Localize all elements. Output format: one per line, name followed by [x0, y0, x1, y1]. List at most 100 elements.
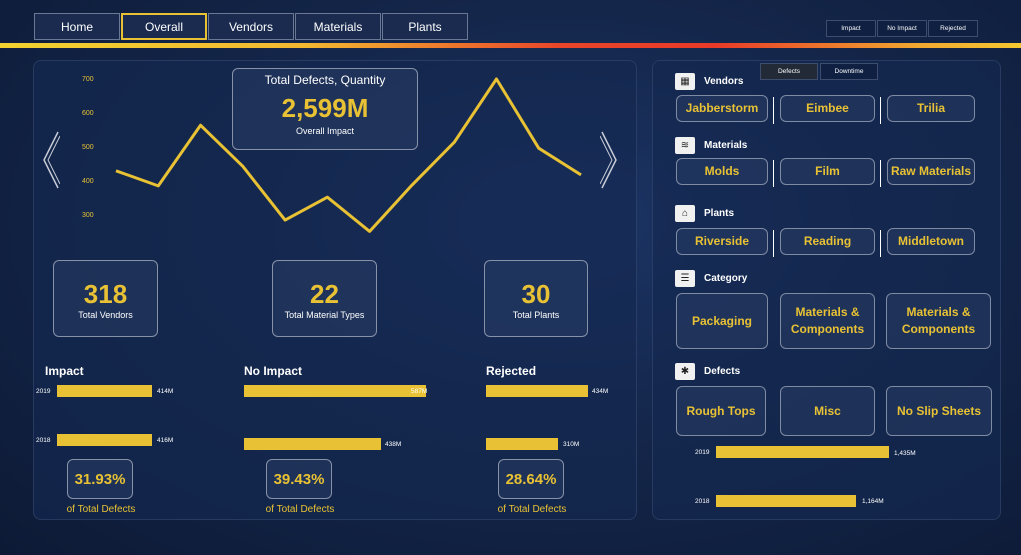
impact-percent-card: 31.93% [67, 459, 133, 499]
rejected-2018-bar [486, 438, 559, 450]
nav-vendors-button[interactable]: Vendors [208, 13, 294, 40]
total-defects-value: 2,599M [281, 93, 369, 123]
total-plants-label: Total Plants [512, 310, 560, 320]
materials-header: ≋ Materials [675, 137, 747, 154]
category-materials-components-button[interactable]: Materials & Components [780, 293, 875, 349]
next-arrow-icon[interactable] [600, 130, 620, 190]
impact-2018-bar [57, 434, 153, 446]
no-impact-2019-bar [244, 385, 426, 397]
defects-title: Defects [704, 366, 741, 377]
year-label: 2019 [695, 449, 710, 456]
no-impact-2018-value: 438M [385, 441, 402, 448]
total-defects-title: Total Defects, Quantity [264, 73, 386, 87]
vendors-header: ▦ Vendors [675, 73, 743, 90]
rejected-title: Rejected [486, 364, 537, 378]
defects-toggle-button[interactable]: Defects [760, 63, 818, 80]
category-list-icon: ☰ [675, 270, 695, 287]
separator [773, 97, 774, 124]
total-material-types-value: 22 [310, 279, 339, 309]
total-vendors-card: 318 Total Vendors [53, 260, 158, 337]
total-vendors-label: Total Vendors [78, 310, 133, 320]
total-2019-bar [716, 446, 889, 458]
no-impact-2018-bar [244, 438, 381, 450]
plants-header: ⌂ Plants [675, 205, 734, 222]
impact-title: Impact [45, 364, 84, 378]
rejected-percent-label: of Total Defects [497, 504, 567, 515]
defect-rough-tops-button[interactable]: Rough Tops [676, 386, 766, 436]
previous-arrow-icon[interactable] [40, 130, 60, 190]
category-header: ☰ Category [675, 270, 747, 287]
vendor-jabberstorm-button[interactable]: Jabberstorm [676, 95, 768, 122]
total-material-types-card: 22 Total Material Types [272, 260, 377, 337]
category-packaging-button[interactable]: Packaging [676, 293, 768, 349]
impact-2019-bar [57, 385, 153, 397]
year-label: 2018 [36, 437, 51, 444]
total-2018-bar [716, 495, 857, 507]
no-impact-title: No Impact [244, 364, 303, 378]
rejected-2018-value: 310M [563, 441, 580, 448]
vendors-title: Vendors [704, 76, 744, 87]
separator [880, 160, 881, 187]
total-vendors-value: 318 [83, 279, 128, 309]
nav-plants-button[interactable]: Plants [382, 13, 468, 40]
impact-percent-label: of Total Defects [66, 504, 136, 515]
category-title: Category [704, 273, 748, 284]
filter-no-impact-button[interactable]: No Impact [877, 20, 927, 37]
vendor-eimbee-button[interactable]: Eimbee [780, 95, 875, 122]
total-material-types-label: Total Material Types [284, 310, 365, 320]
no-impact-2019-value: 587M [411, 388, 428, 395]
no-impact-percent-card: 39.43% [266, 459, 332, 499]
rejected-2019-bar [486, 385, 588, 397]
plants-title: Plants [704, 208, 735, 219]
filter-impact-button[interactable]: Impact [826, 20, 876, 37]
separator [880, 97, 881, 124]
separator [773, 230, 774, 257]
year-label: 2018 [695, 498, 710, 505]
slicer-panel [652, 60, 1001, 520]
y-tick-label: 300 [82, 212, 94, 219]
nav-overall-button[interactable]: Overall [121, 13, 207, 40]
impact-2019-value: 414M [157, 388, 174, 395]
material-molds-button[interactable]: Molds [676, 158, 768, 185]
materials-icon: ≋ [675, 137, 695, 154]
vendor-trilia-button[interactable]: Trilia [887, 95, 975, 122]
material-raw-materials-button[interactable]: Raw Materials [887, 158, 975, 185]
total-defects-card: Total Defects, Quantity 2,599M Overall I… [232, 68, 418, 150]
impact-2018-value: 416M [157, 437, 174, 444]
year-label: 2019 [36, 388, 51, 395]
materials-title: Materials [704, 140, 748, 151]
plant-riverside-button[interactable]: Riverside [676, 228, 768, 255]
defects-series-line [115, 77, 582, 233]
filter-rejected-button[interactable]: Rejected [928, 20, 978, 37]
nav-home-button[interactable]: Home [34, 13, 120, 40]
defect-no-slip-sheets-button[interactable]: No Slip Sheets [886, 386, 992, 436]
category-materials-components-button-2[interactable]: Materials & Components [886, 293, 991, 349]
y-tick-label: 600 [82, 110, 94, 117]
y-tick-label: 700 [82, 76, 94, 83]
total-2019-value: 1,435M [894, 450, 916, 457]
y-tick-label: 500 [82, 144, 94, 151]
total-2018-value: 1,164M [862, 498, 884, 505]
building-icon: ▦ [675, 73, 695, 90]
rejected-2019-value: 434M [592, 388, 609, 395]
nav-materials-button[interactable]: Materials [295, 13, 381, 40]
no-impact-percent-label: of Total Defects [265, 504, 335, 515]
defects-icon: ✱ [675, 363, 695, 380]
impact-filter-group: Impact No Impact Rejected [826, 20, 979, 37]
total-defects-label: Overall Impact [295, 126, 355, 136]
total-plants-card: 30 Total Plants [484, 260, 588, 337]
defect-misc-button[interactable]: Misc [780, 386, 875, 436]
y-tick-label: 400 [82, 178, 94, 185]
total-plants-value: 30 [521, 279, 551, 309]
top-nav: Home Overall Vendors Materials Plants [34, 13, 469, 40]
plant-reading-button[interactable]: Reading [780, 228, 875, 255]
factory-icon: ⌂ [675, 205, 695, 222]
accent-gradient-divider [0, 43, 1021, 48]
plant-middletown-button[interactable]: Middletown [887, 228, 975, 255]
separator [773, 160, 774, 187]
material-film-button[interactable]: Film [780, 158, 875, 185]
separator [880, 230, 881, 257]
rejected-percent-card: 28.64% [498, 459, 564, 499]
downtime-toggle-button[interactable]: Downtime [820, 63, 878, 80]
